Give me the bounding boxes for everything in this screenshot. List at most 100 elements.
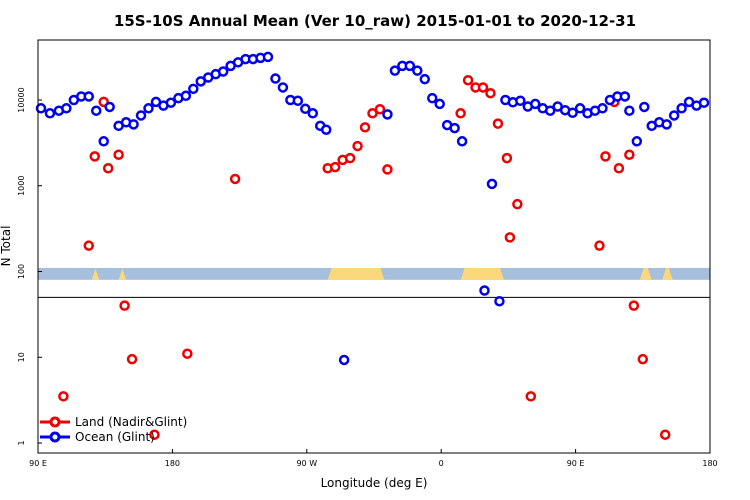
ocean-point: [83, 91, 95, 102]
ocean-point: [320, 124, 332, 135]
legend: Land (Nadir&Glint) Ocean (Glint): [40, 415, 187, 444]
ocean-point: [143, 103, 154, 114]
ocean-point: [217, 66, 229, 77]
land-segment: [662, 267, 673, 280]
ocean-point: [61, 103, 72, 114]
ocean-point: [567, 107, 578, 119]
ocean-point: [412, 65, 423, 76]
x-tick-label: 90 W: [296, 459, 317, 468]
ocean-point: [426, 92, 438, 104]
ocean-point: [35, 103, 47, 114]
land-point: [659, 429, 671, 440]
land-point: [352, 140, 363, 152]
ocean-point: [624, 105, 635, 116]
y-tick-label: 10: [17, 352, 26, 362]
land-point: [126, 353, 138, 365]
land-point: [477, 82, 489, 93]
ocean-point: [270, 73, 281, 84]
ocean-point: [639, 101, 650, 113]
land-point: [89, 151, 100, 162]
legend-label-land: Land (Nadir&Glint): [75, 415, 187, 429]
ocean-point: [90, 105, 102, 116]
ocean-point: [668, 110, 680, 121]
ocean-point: [128, 119, 139, 130]
y-tick-label: 1: [17, 440, 26, 445]
land-point: [501, 152, 513, 164]
ocean-point: [479, 285, 490, 296]
ocean-point: [135, 110, 147, 121]
land-point: [182, 348, 193, 359]
ocean-point: [300, 103, 311, 115]
ocean-point: [165, 97, 177, 108]
y-axis-label: N Total: [0, 226, 13, 267]
land-point: [329, 161, 341, 173]
ocean-point: [262, 51, 274, 63]
landmask-band: [38, 267, 710, 280]
ocean-point: [449, 122, 460, 134]
land-point: [359, 122, 371, 133]
ocean-point: [277, 82, 289, 93]
land-point: [374, 104, 386, 115]
land-point: [504, 232, 516, 243]
legend-entry-land: Land (Nadir&Glint): [40, 415, 187, 429]
land-point: [637, 353, 649, 365]
data-points: [35, 51, 710, 440]
x-axis-label: Longitude (deg E): [321, 476, 428, 490]
ocean-point: [382, 109, 393, 120]
ocean-point: [515, 95, 526, 107]
land-point: [58, 391, 69, 402]
ocean-point: [307, 108, 319, 119]
x-tick-label: 180: [165, 459, 180, 468]
legend-label-ocean: Ocean (Glint): [75, 430, 155, 444]
ocean-point: [619, 91, 631, 102]
legend-entry-ocean: Ocean (Glint): [40, 430, 155, 444]
ocean-point: [456, 136, 468, 147]
land-point: [624, 149, 635, 160]
y-tick-label: 1000: [17, 176, 26, 196]
land-point: [462, 74, 474, 86]
ocean-point: [292, 95, 304, 107]
plot-frame: [37, 39, 711, 454]
land-point: [628, 300, 640, 311]
land-point: [344, 152, 356, 164]
land-point: [600, 151, 611, 162]
ocean-point: [44, 108, 56, 119]
land-point: [367, 108, 378, 119]
land-point: [455, 108, 466, 119]
land-segment: [327, 267, 385, 280]
x-tick-label: 90 E: [29, 459, 47, 468]
y-tick-label: 100: [17, 264, 26, 279]
ocean-point: [338, 354, 350, 366]
x-tick-labels: 90 E 180 90 W 0 90 E 180: [29, 459, 718, 468]
ocean-point: [434, 98, 445, 110]
ocean-point: [676, 103, 687, 114]
x-tick-label: 180: [702, 459, 717, 468]
land-segment: [460, 267, 504, 280]
ocean-point: [188, 83, 199, 95]
land-segment: [91, 267, 100, 280]
land-segment: [118, 267, 127, 280]
ocean-point: [574, 103, 586, 114]
land-point: [102, 162, 114, 174]
ocean-point: [389, 65, 401, 76]
land-point: [149, 429, 160, 440]
land-segment: [639, 267, 652, 280]
land-point: [83, 240, 95, 251]
land-point: [492, 118, 504, 129]
y-tick-labels: 1 10 100 1000 10000: [17, 87, 26, 445]
chart-title: 15S-10S Annual Mean (Ver 10_raw) 2015-01…: [114, 12, 636, 30]
land-point: [382, 164, 393, 175]
ocean-point: [494, 295, 505, 307]
x-tick-label: 0: [439, 459, 444, 468]
ocean-point: [486, 178, 498, 190]
ocean-point: [698, 97, 710, 108]
ocean-point: [661, 119, 672, 130]
land-point: [594, 240, 605, 251]
land-point: [525, 391, 537, 402]
ocean-point: [530, 98, 541, 110]
ocean-point: [404, 60, 416, 72]
ocean-point: [597, 103, 608, 114]
land-point: [119, 300, 130, 311]
ocean-point: [419, 73, 431, 85]
